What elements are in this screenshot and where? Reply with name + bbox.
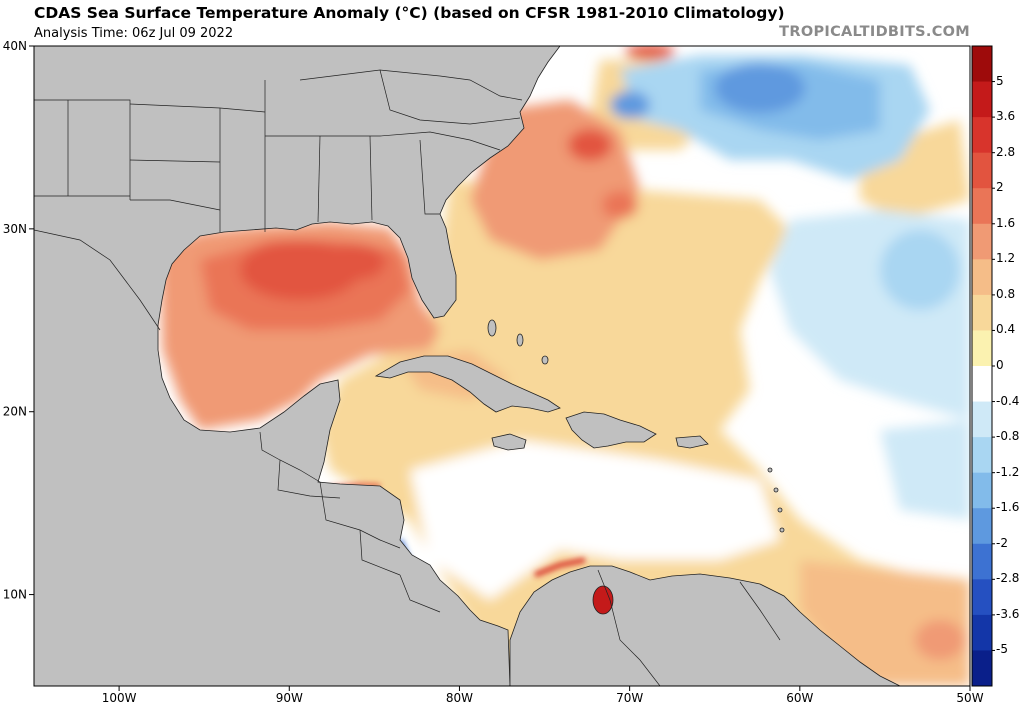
map-frame bbox=[33, 45, 971, 687]
colorbar-segment bbox=[972, 330, 992, 367]
colorbar-label: -1.2 bbox=[996, 464, 1020, 479]
brand-watermark: TROPICALTIDBITS.COM bbox=[779, 24, 970, 40]
colorbar-segment bbox=[972, 401, 992, 438]
y-tick-label: 10N bbox=[3, 588, 27, 602]
colorbar-segment bbox=[972, 366, 992, 403]
colorbar-label: 3.6 bbox=[996, 109, 1016, 124]
colorbar-segment bbox=[972, 508, 992, 545]
x-tick-label: 50W bbox=[956, 691, 983, 705]
x-tick-label: 70W bbox=[616, 691, 643, 705]
colorbar-segment bbox=[972, 543, 992, 580]
colorbar-segment bbox=[972, 650, 992, 687]
political-borders bbox=[34, 69, 781, 686]
colorbar-segment bbox=[972, 46, 992, 83]
colorbar-segment bbox=[972, 472, 992, 509]
colorbar-segment bbox=[972, 188, 992, 225]
colorbar-segment bbox=[972, 294, 992, 331]
colorbar-label: 2 bbox=[996, 180, 1004, 195]
analysis-time: Analysis Time: 06z Jul 09 2022 bbox=[34, 26, 234, 41]
colorbar-segment bbox=[972, 81, 992, 118]
x-tick-label: 60W bbox=[786, 691, 813, 705]
colorbar-label: -5 bbox=[996, 642, 1008, 657]
colorbar-label: -0.4 bbox=[996, 393, 1020, 408]
colorbar-segment bbox=[972, 437, 992, 474]
page-title: CDAS Sea Surface Temperature Anomaly (°C… bbox=[34, 4, 785, 22]
y-tick-label: 40N bbox=[3, 39, 27, 53]
colorbar bbox=[971, 45, 995, 687]
lake-maracaibo bbox=[592, 585, 614, 615]
colorbar-label: -2.8 bbox=[996, 571, 1020, 586]
colorbar-label: -0.8 bbox=[996, 429, 1020, 444]
x-tick-label: 80W bbox=[446, 691, 473, 705]
colorbar-label: 0 bbox=[996, 358, 1004, 372]
x-axis: 100W 90W 80W 70W 60W 50W bbox=[102, 686, 984, 705]
colorbar-label: -2 bbox=[996, 535, 1008, 550]
colorbar-label: 1.2 bbox=[996, 251, 1016, 266]
colorbar-label: 1.6 bbox=[996, 215, 1016, 230]
x-tick-label: 90W bbox=[276, 691, 303, 705]
colorbar-label: 0.8 bbox=[996, 286, 1016, 301]
colorbar-label: -3.6 bbox=[996, 606, 1020, 621]
y-axis: 40N 30N 20N 10N bbox=[3, 39, 34, 602]
colorbar-label: 0.4 bbox=[996, 322, 1016, 337]
colorbar-label: 5 bbox=[996, 73, 1004, 88]
x-tick-label: 100W bbox=[102, 691, 137, 705]
colorbar-segment bbox=[972, 117, 992, 154]
y-tick-label: 30N bbox=[3, 222, 27, 236]
y-tick-label: 20N bbox=[3, 405, 27, 419]
colorbar-label: 2.8 bbox=[996, 144, 1016, 159]
colorbar-label: -1.6 bbox=[996, 500, 1020, 515]
colorbar-segment bbox=[972, 579, 992, 616]
colorbar-segment bbox=[972, 152, 992, 189]
colorbar-segment bbox=[972, 259, 992, 296]
colorbar-segment bbox=[972, 223, 992, 260]
colorbar-segment bbox=[972, 614, 992, 651]
